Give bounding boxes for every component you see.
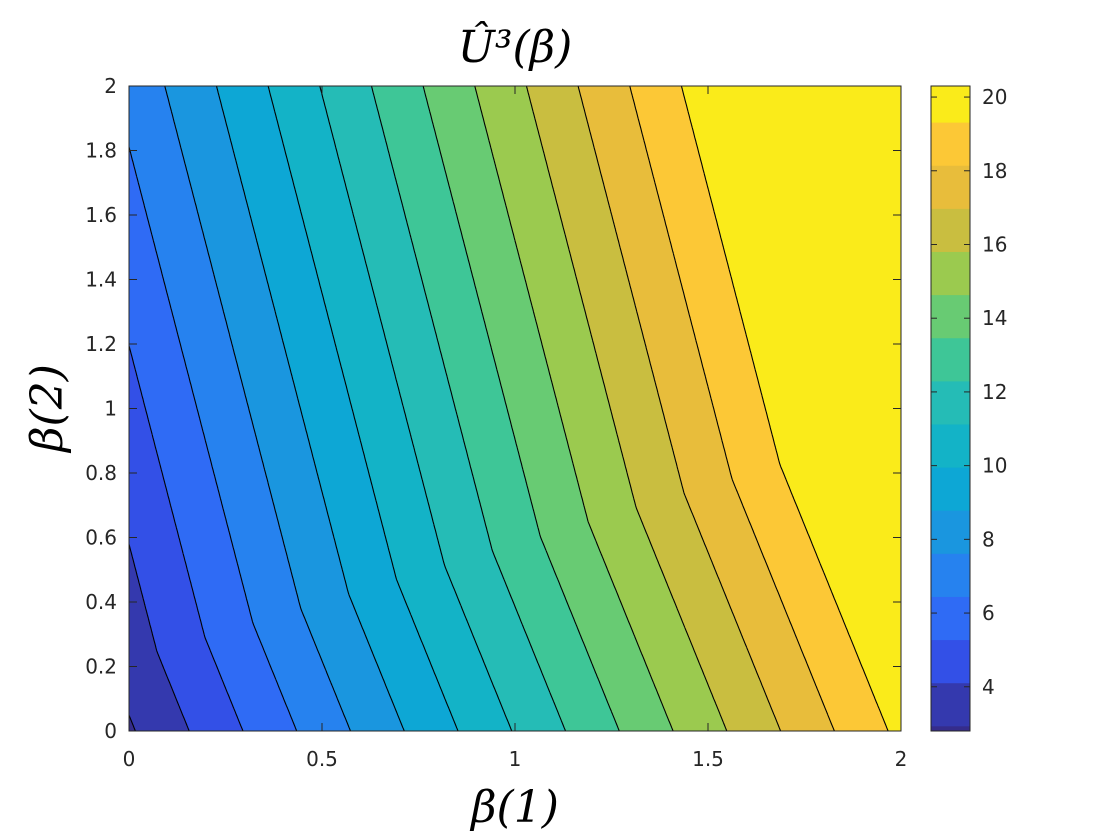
contour-line-15 <box>680 85 889 732</box>
colorbar-band <box>931 725 970 732</box>
contour-line-6 <box>215 85 405 732</box>
contour-line-1 <box>128 714 136 732</box>
colorbar-band <box>931 596 970 641</box>
colorbar-band <box>931 682 970 727</box>
colorbar-band <box>931 337 970 382</box>
y-axis-label: β(2) <box>22 364 73 454</box>
y-tick-label: 0.4 <box>85 590 117 614</box>
x-tick-label: 0.5 <box>306 747 338 771</box>
colorbar-band <box>931 510 970 554</box>
colorbar-band <box>931 423 970 468</box>
y-tick-label: 1.6 <box>85 203 117 227</box>
contour-line-2 <box>128 543 190 732</box>
y-tick-label: 0 <box>104 719 117 743</box>
y-tick-label: 2 <box>104 74 117 98</box>
y-tick-label: 1.2 <box>85 332 117 356</box>
colorbar-band <box>931 639 970 684</box>
contour-fill <box>129 86 901 731</box>
colorbar-band <box>931 165 970 209</box>
colorbar-band <box>931 122 970 166</box>
colorbar-band <box>931 208 970 252</box>
contour-line-10 <box>422 85 620 732</box>
chart-title: Û³(β) <box>458 20 573 73</box>
colorbar-band <box>931 86 970 123</box>
contour-line-5 <box>164 85 352 732</box>
y-tick-label: 1 <box>104 397 117 421</box>
x-axis-label: β(1) <box>469 782 559 833</box>
colorbar-tick-label: 4 <box>982 675 995 699</box>
x-tick-label: 2 <box>895 747 908 771</box>
y-tick-label: 1.8 <box>85 139 117 163</box>
colorbar-tick-label: 18 <box>982 159 1007 183</box>
colorbar-band <box>931 553 970 597</box>
contour-line-12 <box>525 85 728 732</box>
y-tick-label: 1.4 <box>85 268 117 292</box>
contour-line-7 <box>267 85 459 732</box>
contour-line-11 <box>474 85 674 732</box>
colorbar: 4 6 8 10 12 14 16 18 20 <box>930 85 1007 732</box>
contour-line-13 <box>577 85 782 732</box>
contour-line-14 <box>629 85 835 732</box>
y-tick-label: 0.6 <box>85 526 117 550</box>
colorbar-tick-label: 10 <box>982 454 1007 478</box>
colorbar-tick-label: 20 <box>982 85 1007 109</box>
colorbar-frame <box>930 85 971 732</box>
contour-line-9 <box>370 85 567 732</box>
contour-line-8 <box>319 85 513 732</box>
colorbar-tick-label: 16 <box>982 232 1007 256</box>
colorbar-tick-label: 8 <box>982 527 995 551</box>
contour-line-4 <box>128 146 298 732</box>
colorbar-tick-label: 6 <box>982 601 995 625</box>
x-tick-label: 1 <box>509 747 522 771</box>
colorbar-band <box>931 467 970 511</box>
contour-line-3 <box>128 345 244 732</box>
colorbar-band <box>931 380 970 425</box>
colorbar-tick-label: 12 <box>982 380 1007 404</box>
colorbar-band <box>931 294 970 339</box>
colorbar-tick-label: 14 <box>982 306 1007 330</box>
x-tick-label: 1.5 <box>692 747 724 771</box>
plot-area: 0 0.5 1 1.5 2 0 0.2 0.4 0.6 0.8 1 1.2 1.4 1.6 1.8 2 <box>85 74 907 771</box>
colorbar-band <box>931 251 970 296</box>
y-tick-label: 0.2 <box>85 655 117 679</box>
y-tick-label: 0.8 <box>85 461 117 485</box>
x-tick-label: 0 <box>123 747 136 771</box>
